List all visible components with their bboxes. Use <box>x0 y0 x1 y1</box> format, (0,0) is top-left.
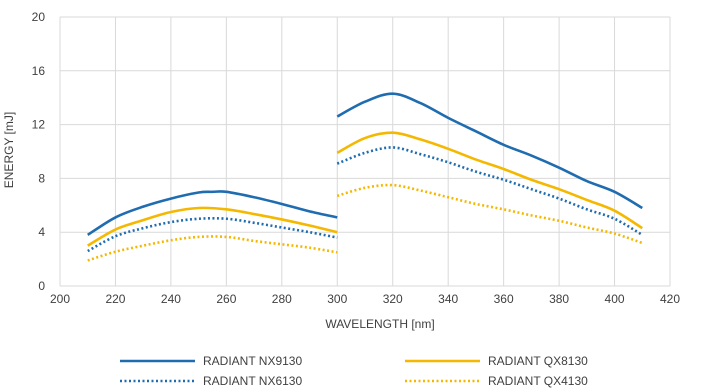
series-line <box>87 206 338 247</box>
series-line <box>336 183 643 245</box>
legend-label: RADIANT NX6130 <box>203 374 302 388</box>
x-tick-label: 340 <box>438 292 458 306</box>
y-tick-label: 8 <box>38 171 45 185</box>
x-tick-label: 320 <box>383 292 403 306</box>
x-tick-label: 200 <box>50 292 70 306</box>
x-axis-ticks: 200 220 240 260 280 300 320 340 360 380 400 420 <box>50 292 680 306</box>
x-tick-label: 360 <box>494 292 514 306</box>
y-tick-label: 4 <box>38 225 45 239</box>
x-tick-label: 240 <box>161 292 181 306</box>
legend-label: RADIANT QX8130 <box>488 354 588 368</box>
x-tick-label: 220 <box>105 292 125 306</box>
y-axis-title: ENERGY [mJ] <box>2 112 16 188</box>
plot-area <box>87 92 643 262</box>
x-tick-label: 280 <box>272 292 292 306</box>
y-tick-label: 0 <box>38 279 45 293</box>
x-tick-label: 420 <box>660 292 680 306</box>
y-tick-label: 16 <box>32 64 46 78</box>
x-tick-label: 260 <box>216 292 236 306</box>
series-line <box>87 190 338 236</box>
legend-label: RADIANT QX4130 <box>488 374 588 388</box>
series-line <box>87 235 338 262</box>
y-tick-label: 20 <box>32 10 46 24</box>
x-tick-label: 400 <box>605 292 625 306</box>
y-tick-label: 12 <box>32 118 46 132</box>
x-axis-title: WAVELENGTH [nm] <box>325 317 434 331</box>
grid <box>59 16 671 287</box>
series-line <box>336 92 643 210</box>
x-tick-label: 380 <box>549 292 569 306</box>
x-tick-label: 300 <box>327 292 347 306</box>
series-line <box>87 216 338 253</box>
series-line <box>336 131 643 230</box>
legend: RADIANT NX9130 RADIANT QX8130 RADIANT NX61… <box>120 354 588 388</box>
legend-label: RADIANT NX9130 <box>203 354 302 368</box>
y-axis-ticks: 0 4 8 12 16 20 <box>32 10 46 293</box>
series-line <box>336 146 643 237</box>
